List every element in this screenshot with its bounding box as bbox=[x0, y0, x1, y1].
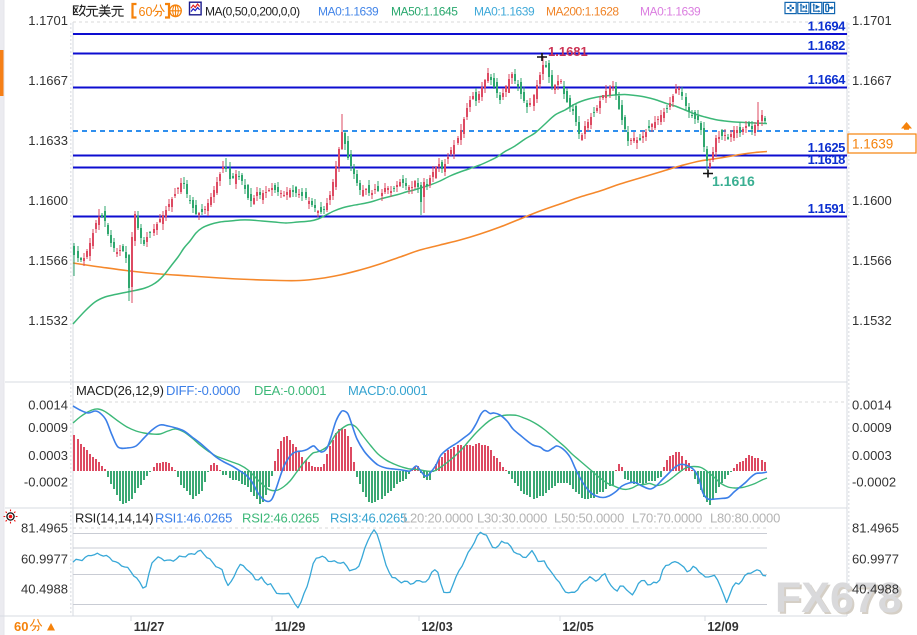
svg-text:40.4988: 40.4988 bbox=[852, 582, 899, 597]
svg-text:1.1701: 1.1701 bbox=[28, 13, 68, 28]
svg-text:81.4965: 81.4965 bbox=[852, 521, 899, 536]
svg-text:L20:20.0000: L20:20.0000 bbox=[403, 511, 473, 526]
svg-text:1.1682: 1.1682 bbox=[808, 38, 846, 53]
svg-text:1.1667: 1.1667 bbox=[28, 73, 68, 88]
svg-text:MACD:0.0001: MACD:0.0001 bbox=[348, 383, 427, 398]
svg-text:0.0009: 0.0009 bbox=[28, 420, 68, 435]
svg-text:1.1591: 1.1591 bbox=[808, 201, 846, 216]
svg-text:60.9977: 60.9977 bbox=[852, 552, 899, 567]
svg-text:1.1600: 1.1600 bbox=[28, 193, 68, 208]
svg-text:1.1566: 1.1566 bbox=[852, 253, 892, 268]
svg-text:MACD(26,12,9): MACD(26,12,9) bbox=[76, 383, 164, 398]
svg-text:MA0:1.1639: MA0:1.1639 bbox=[318, 5, 379, 19]
svg-text:-0.0002: -0.0002 bbox=[24, 475, 68, 490]
svg-text:MA200:1.1628: MA200:1.1628 bbox=[546, 5, 619, 19]
svg-text:12/09: 12/09 bbox=[707, 620, 738, 634]
svg-text:1.1639: 1.1639 bbox=[852, 137, 893, 152]
svg-text:60.9977: 60.9977 bbox=[21, 552, 68, 567]
svg-text:FX678: FX678 bbox=[775, 574, 902, 622]
svg-text:1.1616: 1.1616 bbox=[712, 173, 755, 189]
svg-text:60: 60 bbox=[139, 5, 153, 19]
svg-text:12/03: 12/03 bbox=[421, 620, 452, 634]
svg-text:1.1633: 1.1633 bbox=[28, 133, 68, 148]
svg-text:1.1532: 1.1532 bbox=[28, 313, 68, 328]
svg-text:0.0003: 0.0003 bbox=[852, 448, 892, 463]
svg-text:81.4965: 81.4965 bbox=[21, 521, 68, 536]
svg-text:1.1701: 1.1701 bbox=[852, 13, 892, 28]
svg-text:1.1532: 1.1532 bbox=[852, 313, 892, 328]
svg-text:-0.0002: -0.0002 bbox=[852, 475, 896, 490]
svg-text:0.0009: 0.0009 bbox=[852, 420, 892, 435]
svg-text:1.1681: 1.1681 bbox=[548, 44, 588, 59]
svg-text:L80:80.0000: L80:80.0000 bbox=[710, 511, 780, 526]
svg-text:11/29: 11/29 bbox=[275, 620, 306, 634]
svg-text:1.1625: 1.1625 bbox=[808, 140, 846, 155]
svg-text:L50:50.0000: L50:50.0000 bbox=[554, 511, 624, 526]
svg-text:FX678: FX678 bbox=[777, 576, 904, 624]
svg-text:L70:70.0000: L70:70.0000 bbox=[632, 511, 702, 526]
svg-text:RSI2:46.0265: RSI2:46.0265 bbox=[242, 511, 319, 526]
svg-text:MA0:1.1639: MA0:1.1639 bbox=[640, 5, 701, 19]
svg-text:1.1694: 1.1694 bbox=[808, 19, 847, 34]
svg-text:MA(0,50,0,200,0,0): MA(0,50,0,200,0,0) bbox=[205, 5, 300, 19]
svg-text:1.1566: 1.1566 bbox=[28, 253, 68, 268]
svg-text:11/27: 11/27 bbox=[134, 620, 165, 634]
svg-text:1.1600: 1.1600 bbox=[852, 193, 892, 208]
svg-text:RSI1:46.0265: RSI1:46.0265 bbox=[155, 511, 232, 526]
svg-text:RSI3:46.0265: RSI3:46.0265 bbox=[330, 511, 407, 526]
svg-text:1.1667: 1.1667 bbox=[852, 73, 892, 88]
svg-text:60: 60 bbox=[14, 619, 28, 634]
svg-text:0.0003: 0.0003 bbox=[28, 448, 68, 463]
svg-text:0.0014: 0.0014 bbox=[852, 398, 892, 413]
svg-text:RSI(14,14,14): RSI(14,14,14) bbox=[75, 511, 153, 526]
svg-text:DIFF:-0.0000: DIFF:-0.0000 bbox=[166, 383, 240, 398]
svg-text:MA0:1.1639: MA0:1.1639 bbox=[474, 5, 535, 19]
svg-text:DEA:-0.0001: DEA:-0.0001 bbox=[254, 383, 326, 398]
svg-text:L30:30.0000: L30:30.0000 bbox=[477, 511, 547, 526]
svg-text:1.1664: 1.1664 bbox=[808, 72, 847, 87]
svg-text:12/05: 12/05 bbox=[562, 620, 593, 634]
svg-text:1.1618: 1.1618 bbox=[808, 152, 846, 167]
svg-text:MA50:1.1645: MA50:1.1645 bbox=[391, 5, 458, 19]
svg-text:40.4988: 40.4988 bbox=[21, 582, 68, 597]
svg-text:0.0014: 0.0014 bbox=[28, 398, 68, 413]
